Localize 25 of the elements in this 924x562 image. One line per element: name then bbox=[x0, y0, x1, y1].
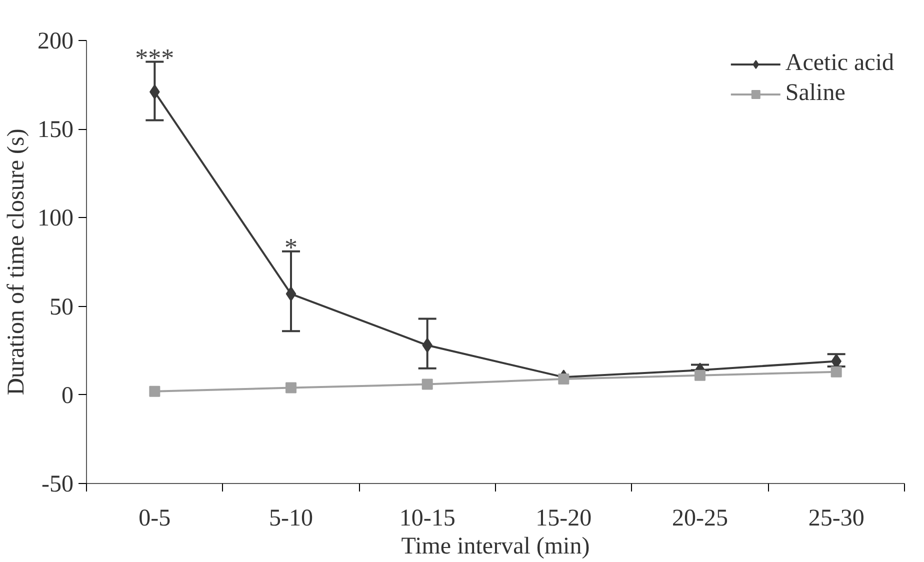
point bbox=[422, 378, 433, 390]
point bbox=[286, 286, 296, 302]
y-tick-label: 200 bbox=[38, 28, 74, 54]
x-tick-label: 5-10 bbox=[269, 506, 314, 532]
y-axis-title: Duration of time closure (s) bbox=[4, 128, 30, 396]
annotation: *** bbox=[135, 43, 174, 72]
annotation: * bbox=[284, 232, 298, 262]
x-tick-label: 25-30 bbox=[808, 506, 864, 532]
point bbox=[830, 366, 842, 378]
x-tick-label: 0-5 bbox=[138, 506, 171, 532]
y-tick-label: 50 bbox=[50, 294, 74, 320]
y-tick-label: 0 bbox=[62, 382, 74, 409]
y-tick-label: 150 bbox=[38, 117, 74, 144]
point bbox=[149, 386, 160, 397]
y-tick-label: 100 bbox=[38, 206, 74, 232]
y-tick-label: -50 bbox=[42, 472, 74, 498]
legend-label: Acetic acid bbox=[785, 50, 894, 77]
x-tick-label: 20-25 bbox=[672, 506, 728, 532]
x-tick-label: 15-20 bbox=[536, 506, 592, 532]
point bbox=[558, 373, 570, 384]
legend-label: Saline bbox=[785, 80, 846, 107]
x-axis-title: Time interval (min) bbox=[401, 534, 590, 560]
point bbox=[694, 370, 706, 381]
point bbox=[286, 382, 296, 394]
x-tick-label: 10-15 bbox=[399, 506, 456, 532]
